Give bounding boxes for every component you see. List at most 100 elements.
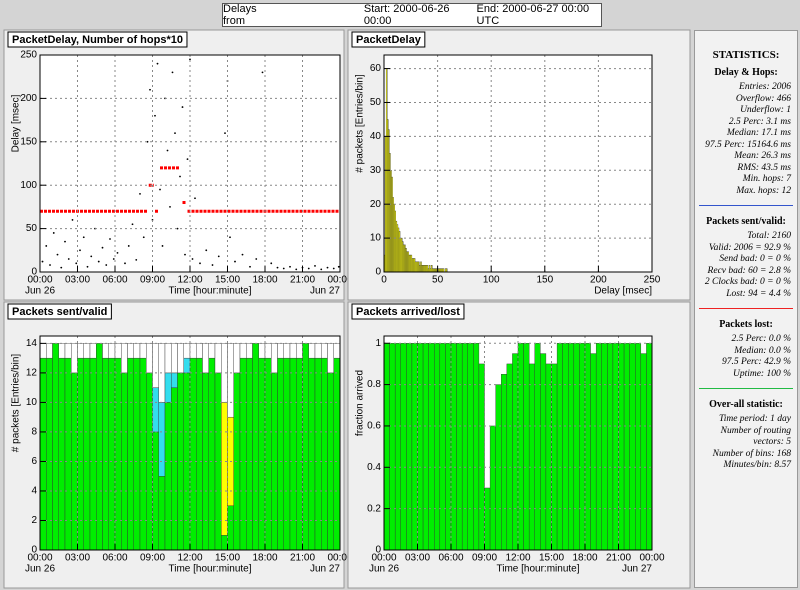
stacked-bar <box>103 343 109 358</box>
delay-point <box>143 236 145 238</box>
stacked-bar <box>240 358 246 550</box>
delay-point <box>169 206 171 208</box>
histogram-bar <box>591 354 597 550</box>
x-tick-label: 06:00 <box>438 553 463 564</box>
stacked-bar <box>121 343 127 373</box>
histogram-bar <box>557 343 563 550</box>
stacked-bar <box>140 343 146 358</box>
delay-point <box>338 266 340 268</box>
stacked-bar <box>71 343 77 373</box>
histogram-bar <box>423 343 429 550</box>
y-tick-label: 150 <box>20 136 37 147</box>
stacked-bar <box>184 343 190 358</box>
delay-point <box>308 268 310 270</box>
stats-line: Valid: 2006 = 92.9 % <box>695 243 797 255</box>
histogram-bar <box>462 343 468 550</box>
stacked-bar <box>115 343 121 358</box>
histogram-bar <box>574 343 580 550</box>
stats-line: RMS: 43.5 ms <box>695 163 797 175</box>
stacked-bar <box>271 343 277 373</box>
delay-point <box>194 197 196 199</box>
histogram-bar <box>434 343 440 550</box>
x-tick-label: 18:00 <box>252 275 277 286</box>
stats-line: Minutes/bin: 8.57 <box>695 460 797 472</box>
stacked-bar <box>334 358 340 550</box>
delay-point <box>68 258 70 260</box>
stats-line: Send bad: 0 = 0 % <box>695 254 797 266</box>
stacked-bar <box>315 343 321 358</box>
x-tick-label: 09:00 <box>140 275 165 286</box>
histogram-bar <box>630 343 636 550</box>
stacked-bar <box>59 343 65 358</box>
delay-point <box>105 264 107 266</box>
histogram-bar <box>418 343 424 550</box>
histogram-bar <box>440 343 446 550</box>
x-tick-label: 12:00 <box>177 275 202 286</box>
x-tick-label: 00:00 <box>27 275 52 286</box>
separator <box>699 308 793 309</box>
delay-point <box>283 268 285 270</box>
stacked-bar <box>178 343 184 373</box>
y-tick-label: 50 <box>370 97 382 108</box>
stacked-bar <box>140 358 146 550</box>
stacked-bar <box>40 343 46 358</box>
date-label: Jun 27 <box>310 286 340 297</box>
histogram-bar <box>485 488 491 550</box>
y-tick-label: 8 <box>31 427 37 438</box>
delay-point <box>255 258 257 260</box>
delay-point <box>128 245 130 247</box>
stacked-bar <box>90 358 96 550</box>
stacked-bar <box>103 358 109 550</box>
stacked-bar <box>78 343 84 358</box>
stacked-bar <box>165 343 171 373</box>
stacked-bar <box>184 358 190 373</box>
stacked-bar <box>290 343 296 358</box>
stats-heading: Delay & Hops: <box>695 67 797 78</box>
x-tick-label: 09:00 <box>472 553 497 564</box>
stacked-bar <box>171 373 177 388</box>
stacked-bar <box>128 358 134 550</box>
stacked-bar <box>278 358 284 550</box>
x-tick-label: 200 <box>590 275 607 286</box>
y-tick-label: 12 <box>26 368 38 379</box>
delay-point <box>182 106 184 108</box>
x-tick-label: 06:00 <box>102 553 127 564</box>
separator <box>699 205 793 206</box>
delay-point <box>117 252 119 254</box>
delay-point <box>102 247 104 249</box>
y-tick-label: 10 <box>370 233 382 244</box>
charts: 05010015020025000:0003:0006:0009:0012:00… <box>0 0 694 590</box>
stacked-bar <box>165 373 171 403</box>
x-tick-label: 15:00 <box>215 553 240 564</box>
histogram-bar <box>624 343 630 550</box>
plot-area <box>384 55 652 272</box>
stats-line: 2 Clocks bad: 0 = 0 % <box>695 277 797 289</box>
x-tick-label: 15:00 <box>539 553 564 564</box>
stats-line: Recv bad: 60 = 2.8 % <box>695 266 797 278</box>
delay-point <box>187 158 189 160</box>
delay-point <box>124 262 126 264</box>
y-tick-label: 30 <box>370 165 382 176</box>
histogram-bar <box>384 343 390 550</box>
histogram-bar <box>473 343 479 550</box>
stacked-bar <box>115 358 121 550</box>
stacked-bar <box>228 506 234 550</box>
histogram-bar <box>457 343 463 550</box>
histogram-bar <box>641 354 647 550</box>
delay-point <box>149 89 151 91</box>
delay-point <box>229 236 231 238</box>
stacked-bar <box>134 358 140 550</box>
x-axis-label: Time [hour:minute] <box>169 286 252 297</box>
x-tick-label: 0 <box>381 275 387 286</box>
histogram-bar <box>552 364 558 550</box>
date-label: Jun 26 <box>25 564 55 575</box>
stacked-bar <box>65 358 71 550</box>
delay-point <box>109 238 111 240</box>
x-axis-label: Time [hour:minute] <box>169 564 252 575</box>
stats-line: Total: 2160 <box>695 231 797 243</box>
stacked-bar <box>328 343 334 373</box>
stats-heading: Packets lost: <box>695 319 797 330</box>
delay-point <box>64 241 66 243</box>
stacked-bar <box>240 343 246 358</box>
